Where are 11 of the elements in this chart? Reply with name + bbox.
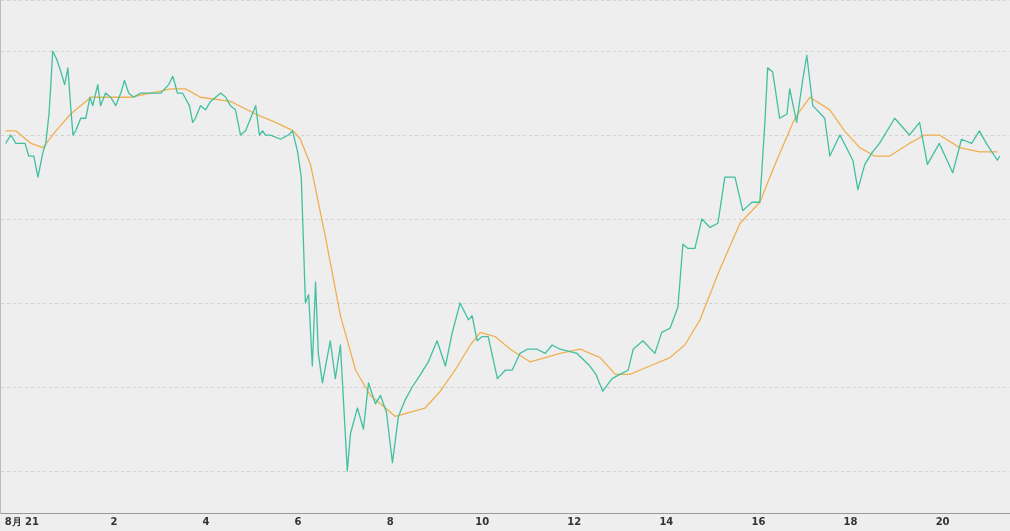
x-tick-label: 18 bbox=[843, 515, 858, 527]
x-tick-label: 10 bbox=[475, 515, 490, 527]
x-tick-label: 8月 21 bbox=[4, 515, 40, 527]
x-tick-label: 4 bbox=[202, 515, 210, 527]
x-tick-label: 20 bbox=[935, 515, 950, 527]
x-tick-label: 6 bbox=[294, 515, 302, 527]
x-tick-label: 14 bbox=[659, 515, 674, 527]
x-tick-label: 12 bbox=[567, 515, 582, 527]
x-tick-label: 16 bbox=[751, 515, 766, 527]
x-tick-label: 8 bbox=[386, 515, 394, 527]
x-tick-label: 2 bbox=[110, 515, 118, 527]
